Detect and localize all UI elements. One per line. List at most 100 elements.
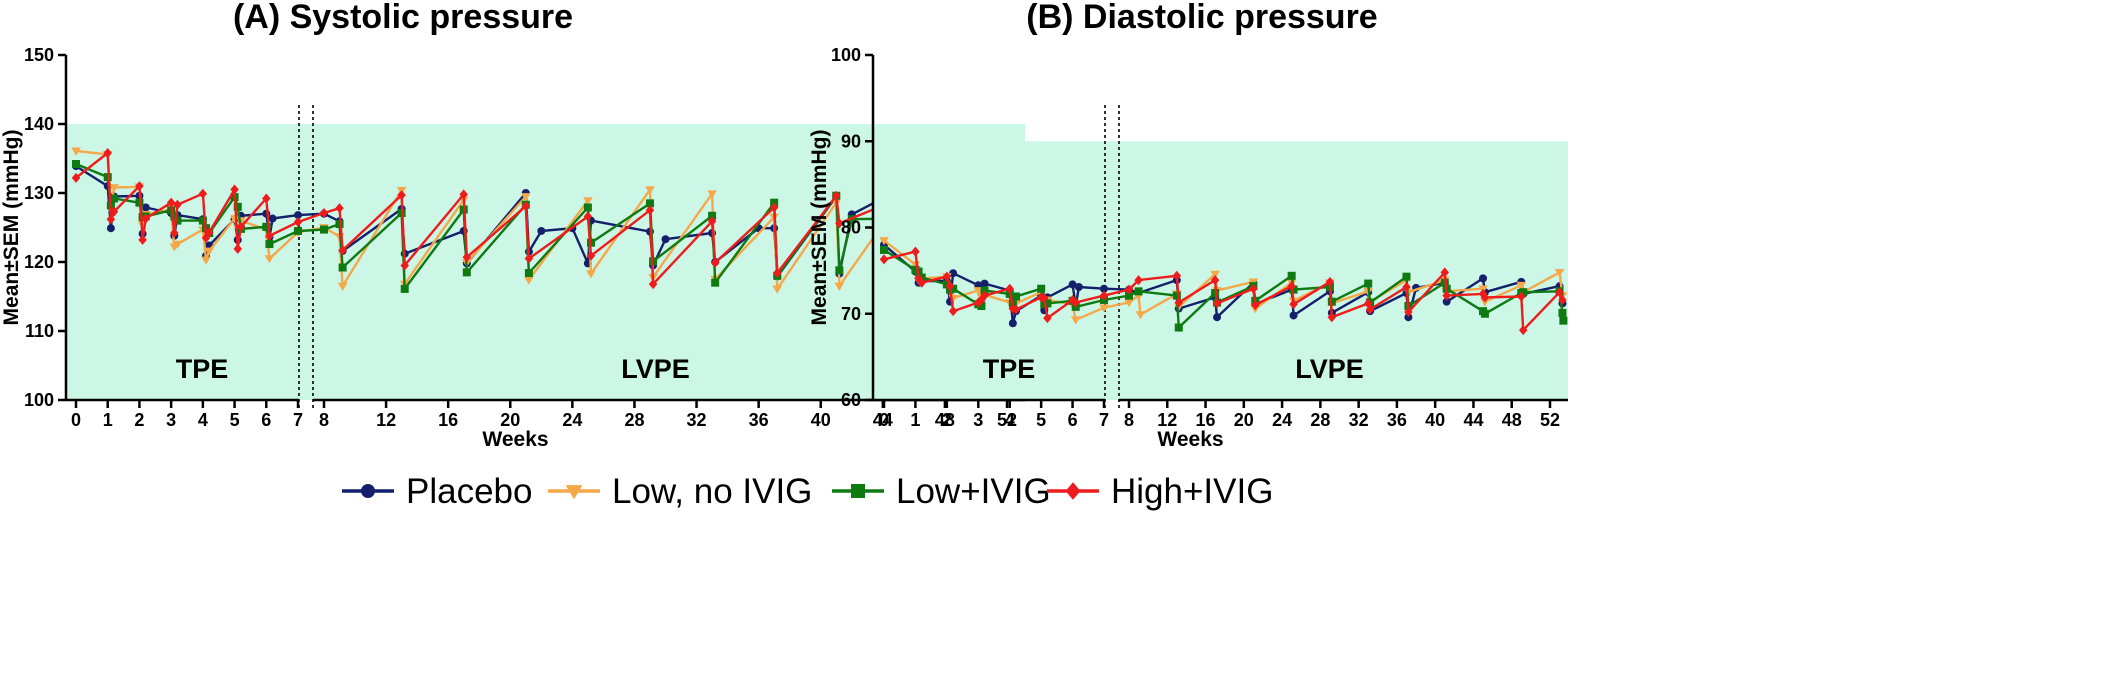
data-point [917, 277, 926, 288]
data-point [980, 290, 989, 301]
systolic-chart-panel: (A) Systolic pressure100110120130140150M… [0, 0, 1032, 451]
data-point [1287, 271, 1296, 280]
data-point [1071, 297, 1080, 308]
data-point [879, 237, 889, 246]
data-point [707, 190, 717, 199]
y-tick-label: 60 [841, 390, 861, 410]
data-point [166, 197, 176, 208]
data-point [459, 189, 468, 200]
data-point [942, 271, 952, 282]
data-point [1516, 281, 1527, 291]
data-point [537, 226, 546, 235]
data-point [338, 263, 347, 272]
data-point [524, 276, 534, 285]
data-point [138, 234, 147, 245]
x-tick-label: 44 [1463, 410, 1483, 430]
x-tick-label: 52 [997, 410, 1017, 430]
data-point [141, 203, 150, 212]
data-point [980, 279, 989, 288]
x-tick-label: 0 [71, 410, 81, 430]
data-point [1289, 285, 1298, 294]
data-point [1289, 299, 1298, 310]
data-point [1074, 283, 1083, 292]
x-tick-label: 0 [879, 410, 889, 430]
x-tick-label: 16 [1196, 410, 1216, 430]
data-point [1251, 300, 1260, 311]
data-point [586, 270, 596, 279]
data-point [1404, 313, 1413, 322]
data-point [1287, 281, 1296, 292]
x-tick-label: 24 [1272, 410, 1292, 430]
data-point [1135, 311, 1146, 320]
normal-range-band [873, 141, 1568, 400]
data-point [319, 208, 329, 219]
data-point [1124, 284, 1134, 295]
data-point [879, 254, 889, 265]
data-point [400, 284, 409, 293]
data-point [233, 243, 242, 254]
data-point [707, 216, 717, 227]
data-point [661, 235, 670, 244]
data-point [400, 260, 409, 271]
y-tick-label: 70 [841, 304, 861, 324]
x-tick-label: 5 [230, 410, 240, 430]
data-point [1249, 283, 1258, 294]
data-point [170, 212, 179, 221]
data-point [1134, 275, 1143, 286]
data-point [198, 216, 207, 225]
data-point [173, 216, 182, 225]
data-point [110, 194, 119, 203]
data-point [262, 193, 271, 204]
data-point [710, 257, 720, 268]
data-point [1519, 288, 1528, 297]
x-tick-label: 3 [166, 410, 176, 430]
x-tick-label: 5 [1036, 410, 1046, 430]
data-point [521, 201, 531, 212]
data-point [583, 211, 593, 222]
data-point [230, 184, 239, 195]
data-point [106, 224, 115, 233]
data-point [1174, 323, 1183, 332]
data-point [911, 246, 920, 257]
y-tick-label: 80 [841, 218, 861, 238]
x-tick-label: 12 [1157, 410, 1177, 430]
data-point [1440, 267, 1449, 278]
data-point [834, 282, 845, 291]
data-point [645, 199, 654, 208]
y-tick-label: 100 [831, 45, 861, 65]
data-point [337, 282, 348, 291]
data-point [236, 221, 246, 232]
data-point [648, 279, 658, 290]
data-point [1099, 290, 1109, 301]
data-point [1364, 279, 1373, 288]
x-axis-label: Weeks [1157, 428, 1223, 451]
data-point [942, 280, 951, 289]
data-point [173, 199, 182, 210]
data-point [71, 147, 81, 156]
data-point [1402, 272, 1411, 281]
data-point [1213, 313, 1222, 322]
data-point [1480, 298, 1490, 307]
data-point [265, 240, 274, 249]
y-tick-label: 120 [24, 252, 54, 272]
data-point [645, 186, 655, 195]
data-point [462, 268, 471, 277]
legend-label: High+IVIG [1111, 472, 1273, 511]
data-point [1043, 313, 1052, 324]
data-point [1125, 291, 1133, 300]
phase-label-tpe: TPE [983, 354, 1036, 384]
x-tick-label: 36 [1387, 410, 1407, 430]
data-point [198, 188, 208, 199]
data-point [170, 228, 179, 239]
phase-label-tpe: TPE [176, 354, 229, 384]
data-point [1480, 309, 1489, 318]
x-tick-label: 32 [1349, 410, 1369, 430]
data-point [106, 214, 116, 225]
data-point [524, 269, 533, 278]
legend-marker [851, 484, 865, 498]
x-axis-label: Weeks [482, 428, 548, 451]
data-point [645, 205, 655, 216]
legend-marker [1065, 482, 1081, 500]
data-point [1327, 312, 1337, 323]
